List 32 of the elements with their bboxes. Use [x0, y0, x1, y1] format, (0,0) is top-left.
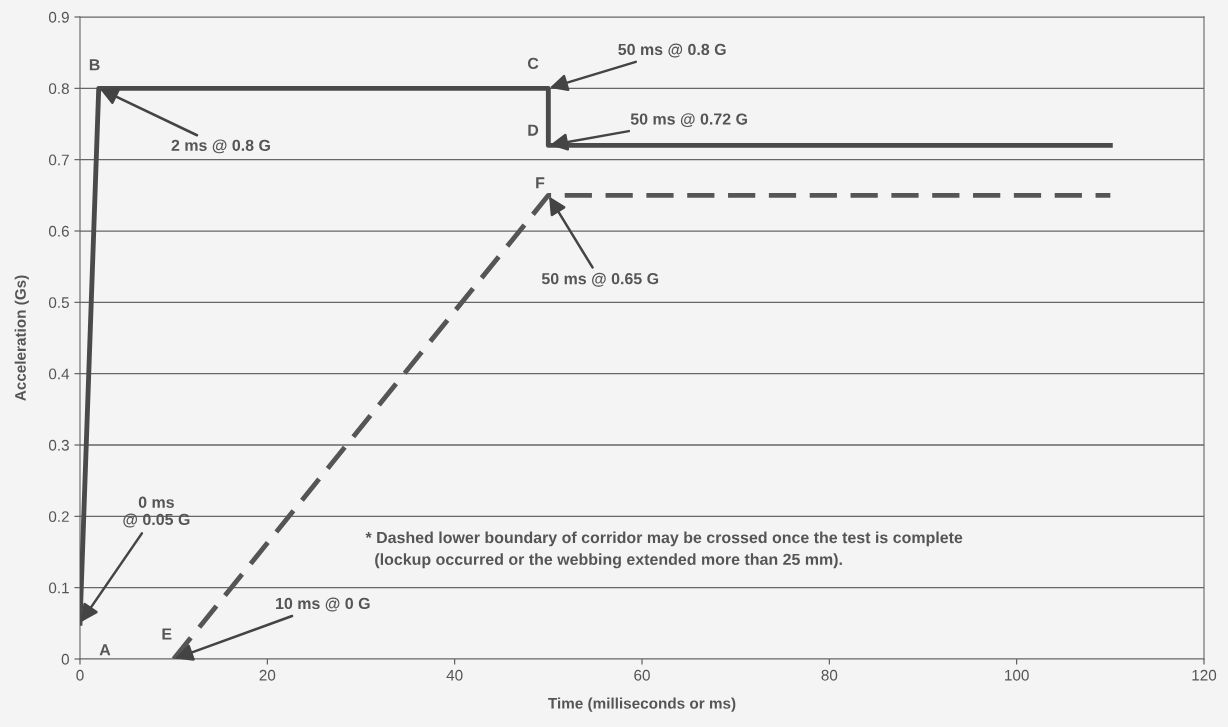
x-tick-label: 20: [259, 669, 276, 681]
y-tick-label: 0.2: [48, 511, 69, 523]
x-tick-label: 40: [446, 669, 463, 681]
y-tick-label: 0.9: [48, 11, 69, 23]
annotation: A: [99, 644, 111, 656]
annotation: F: [536, 177, 545, 189]
annotation: B: [89, 59, 100, 71]
annotation: * Dashed lower boundary of corridor may be crossed once the test is complete (lockup occurred or the webbing extended more than 25 mm).: [365, 531, 963, 569]
y-tick-label: 0.1: [48, 582, 69, 594]
y-tick-label: 0.6: [48, 225, 69, 237]
y-tick-label: 0.7: [48, 154, 69, 166]
x-tick-label: 0: [76, 669, 84, 681]
annotation: E: [162, 628, 172, 640]
y-axis-title: Acceleration (Gs): [14, 275, 29, 401]
y-tick-label: 0.5: [48, 297, 69, 309]
x-tick-label: 80: [821, 669, 838, 681]
x-tick-label: 120: [1192, 669, 1217, 681]
annotation: 50 ms @ 0.8 G: [618, 43, 726, 58]
y-tick-label: 0.4: [48, 368, 70, 380]
annotation: 50 ms @ 0.72 G: [630, 113, 747, 128]
annotation: 0 ms @ 0.05 G: [123, 496, 190, 528]
y-tick-label: 0: [61, 653, 69, 665]
y-tick-label: 0.3: [48, 439, 69, 451]
annotation: D: [528, 124, 539, 136]
y-tick-label: 0.8: [48, 83, 69, 95]
annotation: 50 ms @ 0.65 G: [541, 272, 659, 287]
x-tick-label: 60: [634, 669, 650, 681]
annotation: 10 ms @ 0 G: [276, 597, 370, 612]
x-tick-label: 100: [1005, 669, 1029, 681]
annotation: C: [527, 57, 539, 70]
annotation: 2 ms @ 0.8 G: [171, 139, 270, 154]
x-axis-title: Time (milliseconds or ms): [548, 697, 736, 712]
